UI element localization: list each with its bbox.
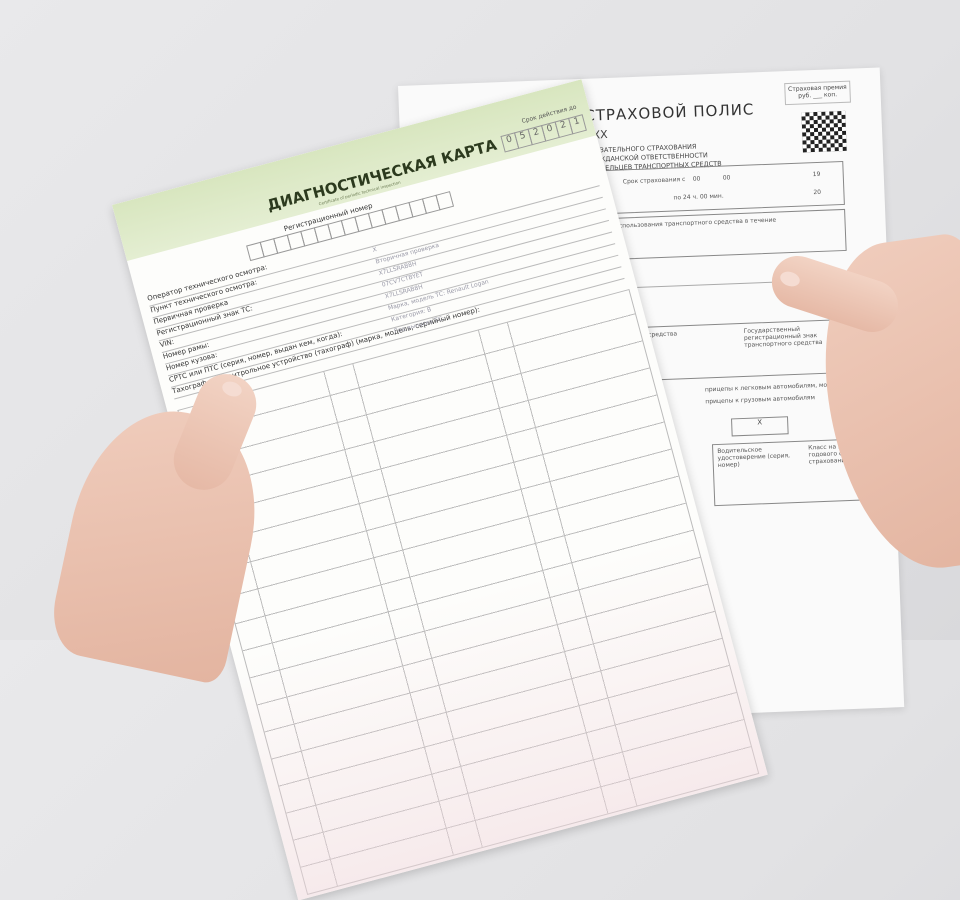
term-to-label: по 24 ч. 00 мин. bbox=[673, 192, 724, 202]
license-col: Водительское удостоверение (серия, номер… bbox=[717, 446, 791, 470]
term-hours: 00 bbox=[692, 175, 701, 183]
term-from-label: Срок страхования с bbox=[622, 176, 686, 186]
qr-code bbox=[801, 110, 847, 153]
policy-title: СТРАХОВОЙ ПОЛИС bbox=[583, 100, 755, 125]
term-from-year: 19 bbox=[812, 170, 821, 179]
mark-box: X bbox=[731, 416, 789, 437]
trailer-option: прицепы к грузовым автомобилям bbox=[705, 394, 816, 406]
premium-box: Страховая премия руб. ___ коп. bbox=[784, 80, 851, 106]
term-to-year: 20 bbox=[813, 188, 822, 197]
term-minutes: 00 bbox=[722, 174, 731, 182]
